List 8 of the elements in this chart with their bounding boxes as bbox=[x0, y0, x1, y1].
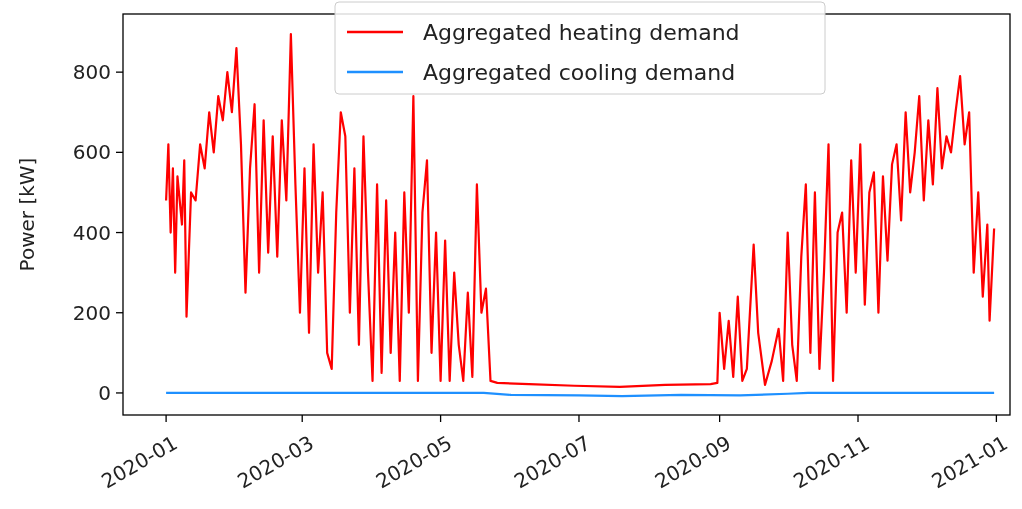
y-tick-label: 800 bbox=[72, 60, 111, 85]
legend-label: Aggregated heating demand bbox=[423, 19, 740, 45]
y-tick-label: 200 bbox=[72, 300, 111, 325]
y-tick-label: 0 bbox=[98, 380, 111, 405]
legend-label: Aggregated cooling demand bbox=[423, 59, 736, 85]
y-tick-label: 600 bbox=[72, 140, 111, 165]
y-tick-label: 400 bbox=[72, 220, 111, 245]
y-axis-title: Power [kW] bbox=[15, 157, 39, 272]
